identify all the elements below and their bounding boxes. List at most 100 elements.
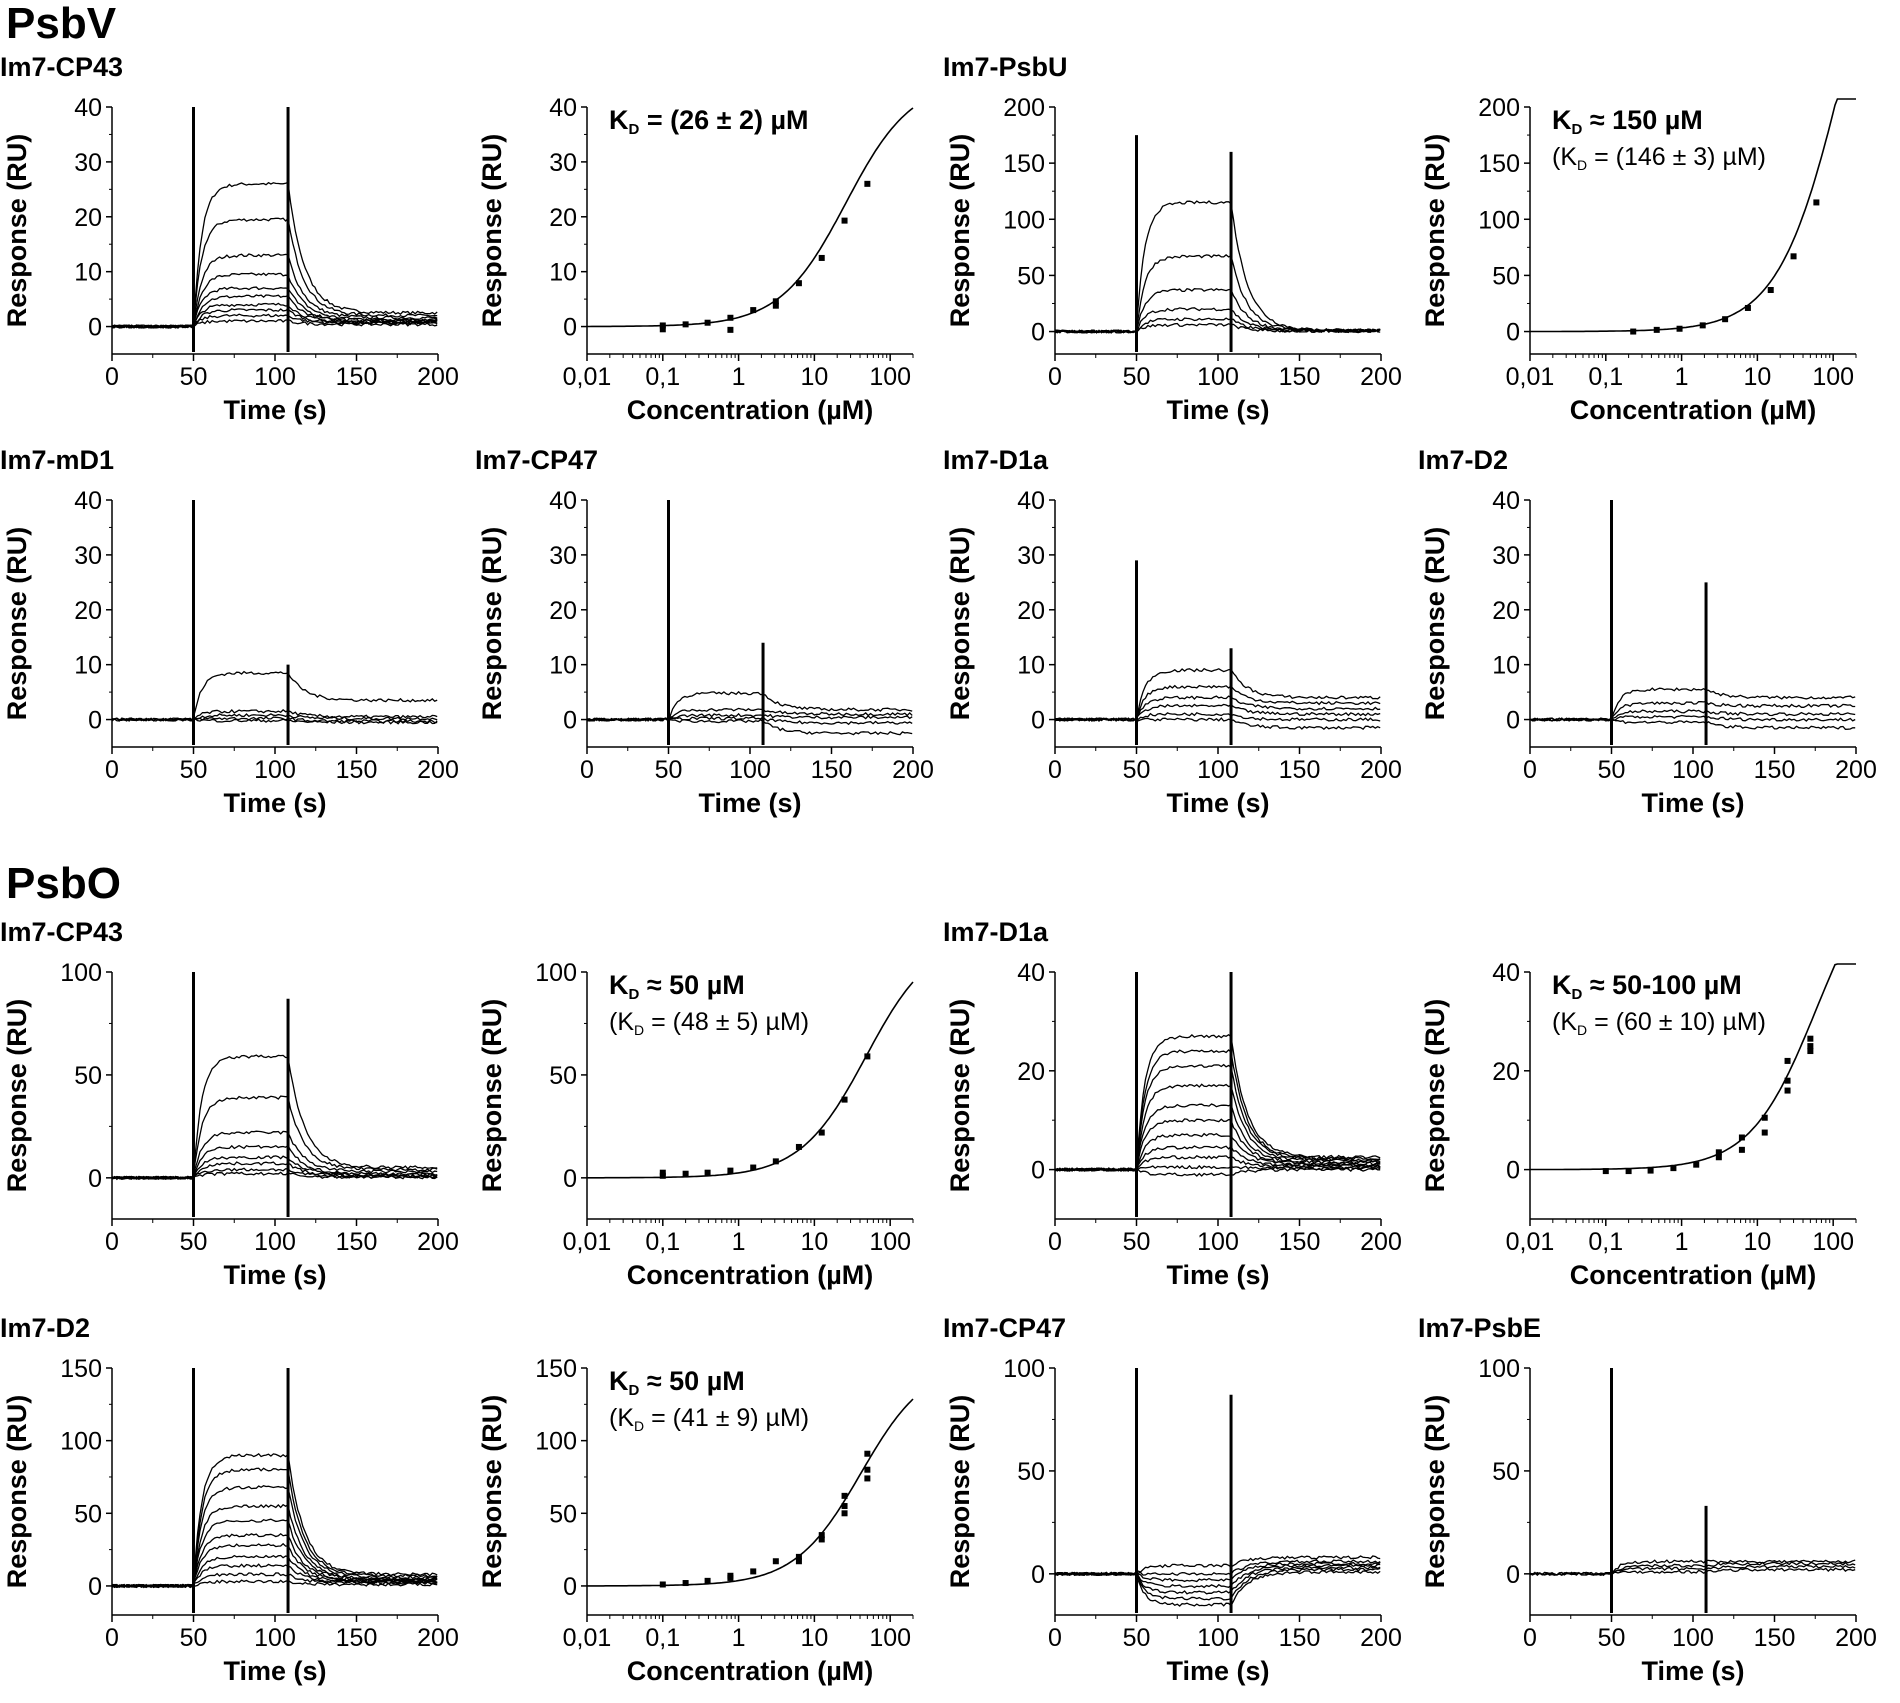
y-tick-label: 100 [535,959,577,987]
x-tick-label: 200 [1360,756,1402,784]
chart-svg: 0 50 100 0 50 100 150 200 Time (s) Response (RU) [1420,1355,1877,1686]
x-tick-label: 200 [1360,1228,1402,1256]
x-tick-label: 150 [1279,363,1321,391]
x-tick-label: 100 [1812,363,1854,391]
y-tick-label: 10 [549,652,577,680]
y-tick-label: 100 [1478,206,1520,234]
x-tick-label: 10 [1743,1228,1771,1256]
y-axis-label: Response (RU) [2,134,32,328]
kd-main-label: KD ≈ 50 µM [609,970,745,1003]
kd-sub-label: (KD = (41 ± 9) µM) [609,1404,809,1434]
panel-psbv-psbu-sensorgram: Im7-PsbU 0 50 100 150 200 0 50 100 150 200 Time (s… [943,52,1413,442]
panel-psbo-cp43-sensorgram: Im7-CP43 0 50 100 0 50 100 150 200 Time (s) Respo… [0,917,470,1307]
y-tick-label: 30 [74,149,102,177]
y-tick-label: 30 [549,542,577,570]
sensorgram-curve [111,253,438,329]
data-point [682,1170,689,1177]
data-point [795,280,802,287]
data-point [1761,1114,1768,1121]
y-tick-label: 50 [1017,262,1045,290]
x-tick-label: 100 [1197,1228,1239,1256]
x-tick-label: 0,1 [645,1228,680,1256]
x-tick-label: 1 [732,363,746,391]
y-tick-label: 20 [1492,1058,1520,1086]
data-point [727,314,734,321]
x-tick-label: 1 [732,1228,746,1256]
x-axis-label: Time (s) [223,788,326,818]
fit-curve [587,1398,914,1587]
y-tick-label: 0 [1031,707,1045,735]
panel-psbv-psbu-binding: 0 50 100 150 200 0,01 0,1 1 10 100 Concentration (… [1418,52,1888,442]
sensorgram-curve [1529,1567,1856,1577]
data-point [818,1129,825,1136]
panel-title: Im7-PsbE [1418,1313,1542,1343]
data-point [864,1475,871,1482]
data-point [659,1172,666,1179]
data-point [1653,326,1660,333]
sensorgram-curve [1054,1167,1381,1177]
y-tick-label: 0 [1031,1561,1045,1589]
x-tick-label: 50 [1123,363,1151,391]
data-point [795,1143,802,1150]
x-tick-label: 50 [1123,756,1151,784]
x-tick-label: 10 [800,1624,828,1652]
data-point [1693,1161,1700,1168]
y-tick-label: 100 [60,959,102,987]
x-tick-label: 1 [1675,363,1689,391]
kd-main-label: KD ≈ 150 µM [1552,105,1703,138]
x-tick-label: 100 [1672,756,1714,784]
chart-svg: 0 50 100 0,01 0,1 1 10 100 Concentration (µM) Res… [477,959,914,1290]
y-tick-label: 40 [1492,959,1520,987]
x-tick-label: 100 [1812,1228,1854,1256]
data-point [1784,1077,1791,1084]
x-tick-label: 50 [1123,1228,1151,1256]
sensorgram-curve [111,717,438,725]
panel-psbv-d2-sensorgram: Im7-D2 0 10 20 30 40 0 50 100 150 200 Time (s) Resp… [1418,445,1888,835]
chart-svg: 0 10 20 30 40 0 50 100 150 200 Time (s) Response (R… [2,487,459,818]
y-tick-label: 20 [549,204,577,232]
sensorgram-curve [1529,1564,1856,1576]
y-tick-label: 50 [549,1500,577,1528]
y-tick-label: 0 [88,314,102,342]
panel-psbo-psbe-sensorgram: Im7-PsbE 0 50 100 0 50 100 150 200 Time (s) Respo… [1418,1313,1888,1703]
chart-svg: 0 50 100 0 50 100 150 200 Time (s) Response (RU) [945,1355,1402,1686]
y-tick-label: 0 [1506,1157,1520,1185]
chart-svg: 0 50 100 150 200 0 50 100 150 200 Time (s) Response… [945,94,1402,425]
x-tick-label: 200 [1360,1624,1402,1652]
y-tick-label: 100 [1478,1355,1520,1383]
x-tick-label: 1 [1675,1228,1689,1256]
y-axis-label: Response (RU) [2,999,32,1193]
y-axis-label: Response (RU) [477,527,507,721]
data-point [659,326,666,333]
data-point [864,180,871,187]
panel-title: Im7-D1a [943,445,1049,475]
kd-main-label: KD ≈ 50 µM [609,1366,745,1399]
y-tick-label: 100 [535,1428,577,1456]
fit-curve [587,981,914,1179]
x-tick-label: 50 [180,363,208,391]
x-tick-label: 150 [811,756,853,784]
y-tick-label: 30 [549,149,577,177]
data-point [1699,322,1706,329]
data-point [1790,253,1797,260]
panel-title: Im7-D2 [1418,445,1509,475]
x-tick-label: 200 [1360,363,1402,391]
y-tick-label: 30 [74,542,102,570]
panel-psbo-d1a-sensorgram: Im7-D1a 0 20 40 0 50 100 150 200 Time (s) Respons… [943,917,1413,1307]
x-axis-label: Time (s) [1166,395,1269,425]
sensorgram-curve [1529,700,1856,722]
y-tick-label: 10 [549,259,577,287]
x-axis-label: Time (s) [223,1260,326,1290]
data-point [841,217,848,224]
data-point [795,1558,802,1565]
kd-main-label: KD ≈ 50-100 µM [1552,970,1742,1003]
x-axis-label: Time (s) [223,395,326,425]
data-point [1722,316,1729,323]
panel-psbv-cp47-sensorgram: Im7-CP47 0 10 20 30 40 0 50 100 150 200 Time (s) Re… [475,445,945,835]
sensorgram-curve [111,319,438,329]
x-tick-label: 100 [729,756,771,784]
data-point [1767,287,1774,294]
data-point [1738,1134,1745,1141]
data-point [682,1580,689,1587]
sensorgram-curve [111,1554,438,1589]
